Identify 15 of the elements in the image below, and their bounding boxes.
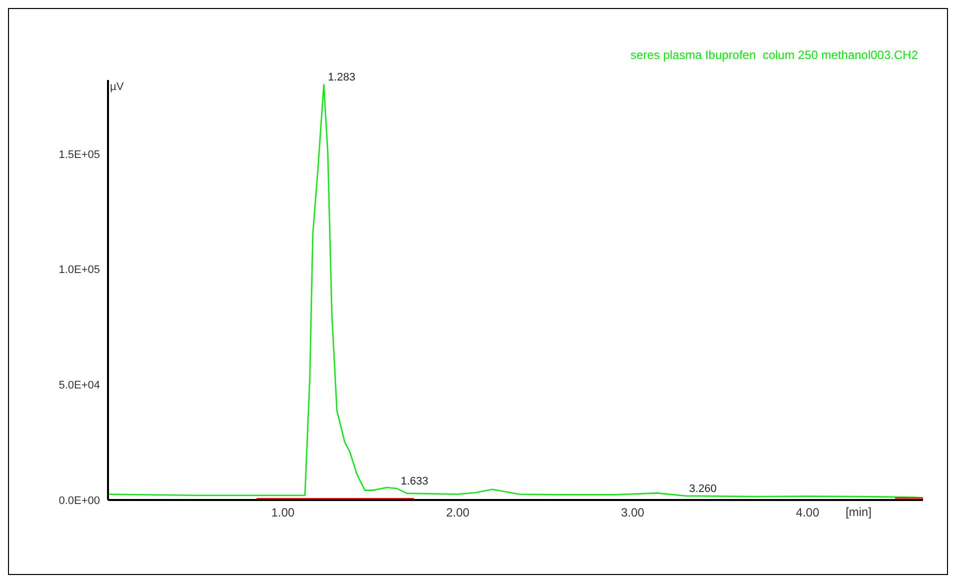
annotation: 1.633 bbox=[400, 475, 428, 488]
annotation: 1.283 bbox=[328, 72, 356, 84]
x-axis-title: [min] bbox=[846, 505, 872, 519]
y-tick-label: 1.5E+05 bbox=[58, 148, 100, 161]
y-tick-label: 1.0E+05 bbox=[58, 264, 100, 276]
y-tick-label: 5.0E+04 bbox=[58, 380, 100, 392]
y-tick-label: 0.0E+00 bbox=[58, 494, 100, 507]
text: seres plasma Ibuprofen colum 250 methanol003.CH2 bbox=[630, 48, 918, 62]
annotation: 3.260 bbox=[689, 482, 717, 495]
x-tick-label: 4.00 bbox=[796, 506, 820, 520]
x-tick-label: 1.00 bbox=[271, 506, 295, 520]
line-series bbox=[108, 84, 923, 498]
x-tick-label: 2.00 bbox=[446, 506, 470, 520]
y-axis-title: µV bbox=[110, 81, 124, 93]
x-tick-label: 3.00 bbox=[621, 506, 645, 520]
